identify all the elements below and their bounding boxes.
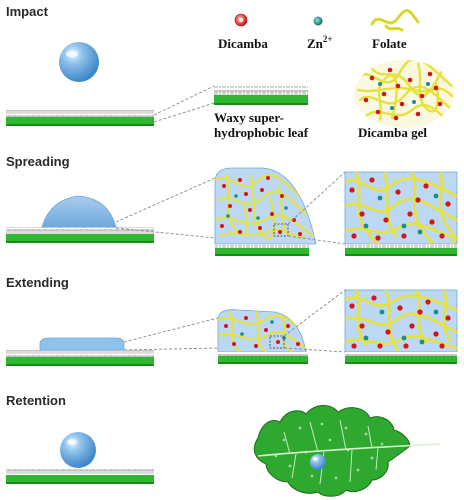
extending-leaf-surface: [6, 350, 154, 366]
impact-zoom-lines: [153, 85, 215, 123]
legend-folate: Folate: [372, 36, 407, 51]
spreading-detail-zoom-lines: [287, 171, 346, 245]
stage-label-retention: Retention: [6, 393, 66, 408]
retention-droplet: [60, 432, 96, 468]
waxy-leaf-zoom: [214, 86, 308, 105]
extending-droplet: [39, 337, 125, 351]
spreading-zoom-droplet: [214, 167, 317, 256]
spreading-leaf-surface: [6, 227, 154, 243]
leaf-illustration: [253, 405, 441, 497]
dicamba-gel-icon: [354, 60, 454, 128]
legend-leaf-line2: hydrophobic leaf: [214, 125, 309, 140]
stage-label-impact: Impact: [6, 4, 49, 19]
extending-zoom-lines: [123, 317, 219, 351]
spreading-droplet: [41, 195, 117, 228]
dicamba-legend-icon: [234, 13, 248, 27]
impact-leaf-surface: [6, 110, 154, 126]
leaf-droplet: [310, 454, 326, 470]
stage-label-spreading: Spreading: [6, 154, 70, 169]
legend: Dicamba Zn2+ Folate Waxy super- hydropho…: [214, 8, 427, 140]
extending-zoom-droplet: [217, 309, 308, 364]
legend-leaf-line1: Waxy super-: [214, 110, 284, 125]
legend-zinc: Zn2+: [307, 34, 333, 51]
spreading-zoom-lines: [115, 177, 216, 239]
legend-dicamba: Dicamba: [218, 36, 268, 51]
stage-label-extending: Extending: [6, 275, 69, 290]
legend-gel: Dicamba gel: [358, 125, 427, 140]
extending-detail-zoom-lines: [283, 289, 346, 353]
extending-detail-panel: [344, 289, 458, 364]
retention-leaf-surface: [6, 468, 154, 484]
spreading-detail-panel: [344, 171, 458, 256]
impact-droplet: [59, 42, 99, 82]
zinc-legend-icon: [313, 16, 323, 26]
